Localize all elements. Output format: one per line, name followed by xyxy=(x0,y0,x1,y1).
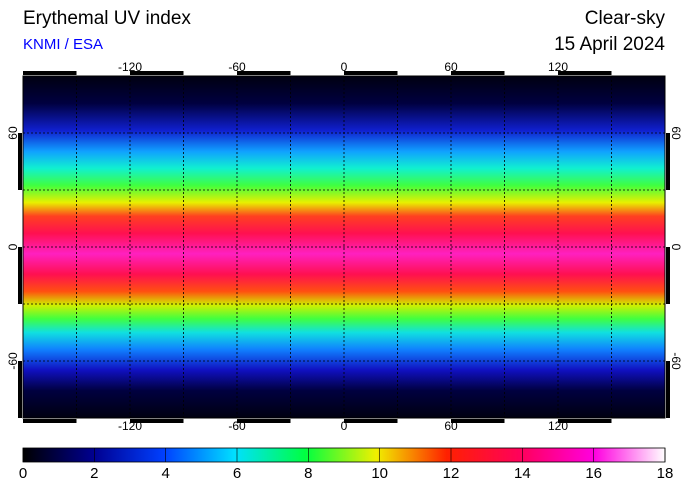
lat-label: 0 xyxy=(669,244,683,251)
title: Erythemal UV index xyxy=(23,8,191,29)
colorbar-label: 12 xyxy=(443,465,460,482)
lon-label: -60 xyxy=(228,60,246,74)
lat-label: -60 xyxy=(6,352,20,370)
colorbar-label: 14 xyxy=(514,465,531,482)
colorbar-label: 6 xyxy=(233,465,241,482)
map-frame xyxy=(22,75,666,419)
lon-label: 60 xyxy=(444,419,458,433)
lon-label: -120 xyxy=(118,419,142,433)
lat-label: 60 xyxy=(6,126,20,140)
colorbar xyxy=(22,447,666,463)
lon-label: -120 xyxy=(118,60,142,74)
colorbar-label: 0 xyxy=(19,465,27,482)
lat-label: 0 xyxy=(6,243,20,250)
lon-label: 120 xyxy=(548,419,568,433)
condition: Clear-sky xyxy=(585,8,666,29)
colorbar-label: 16 xyxy=(585,465,602,482)
lat-label: -60 xyxy=(669,352,683,370)
lat-label: 60 xyxy=(669,126,683,140)
colorbar-label: 2 xyxy=(90,465,98,482)
lon-label: -60 xyxy=(228,419,246,433)
source: KNMI / ESA xyxy=(23,36,103,53)
colorbar-label: 8 xyxy=(304,465,312,482)
lon-label: 60 xyxy=(444,60,458,74)
date: 15 April 2024 xyxy=(554,34,665,55)
lon-label: 0 xyxy=(341,419,348,433)
colorbar-label: 4 xyxy=(161,465,169,482)
colorbar-label: 18 xyxy=(657,465,674,482)
lon-label: 120 xyxy=(548,60,568,74)
colorbar-label: 10 xyxy=(371,465,388,482)
lon-label: 0 xyxy=(341,60,348,74)
